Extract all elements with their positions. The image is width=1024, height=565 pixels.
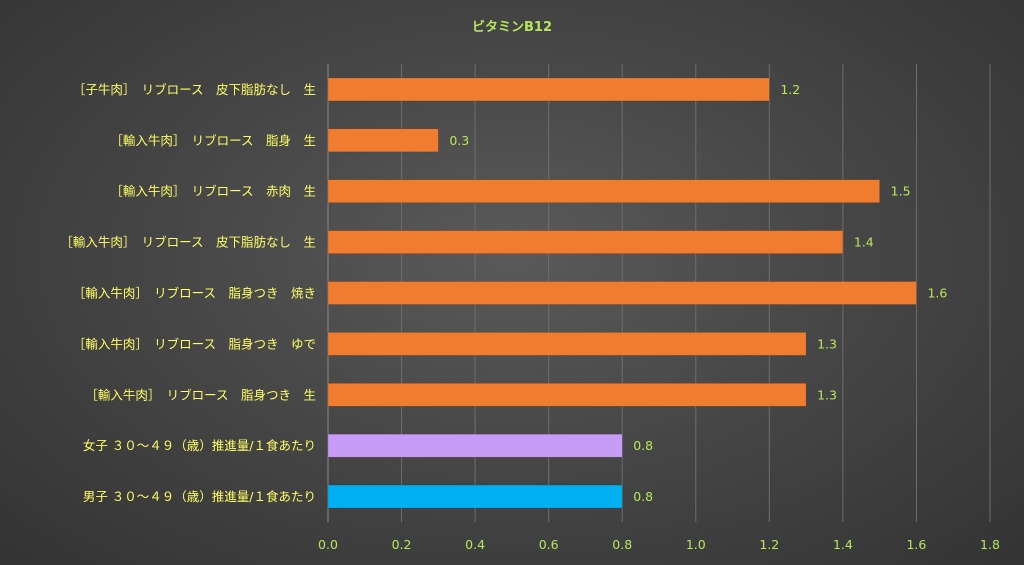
bars [327,77,917,509]
x-tick-label: 0.6 [539,537,559,552]
bar [327,77,770,102]
value-label: 0.8 [633,438,653,453]
value-label: 1.4 [854,235,874,250]
bar [327,332,807,356]
value-label: 1.3 [817,387,837,402]
x-tick-label: 1.8 [980,537,1000,552]
x-tick-label: 0.4 [465,537,485,552]
x-tick-label: 0.2 [392,537,412,552]
value-label: 0.8 [633,489,653,504]
bar [327,281,917,305]
x-tick-label: 1.2 [759,537,779,552]
x-tick-label: 1.0 [686,537,706,552]
category-label: ［輸入牛肉］ リブロース 皮下脂肪なし 生 [60,235,316,250]
category-label: ［輸入牛肉］ リブロース 脂身つき 生 [85,387,316,402]
bar [327,179,880,203]
x-tick-label: 0.0 [318,537,338,552]
category-label: 男子 ３０〜４９（歳）推進量/１食あたり [83,489,316,504]
value-label: 0.3 [449,133,469,148]
x-tick-label: 0.8 [612,537,632,552]
x-tick-label: 1.4 [833,537,853,552]
bar [327,484,623,509]
category-label: ［輸入牛肉］ リブロース 脂身 生 [110,133,316,148]
category-label: 女子 ３０〜４９（歳）推進量/１食あたり [83,438,316,453]
bar [327,383,807,407]
bar [327,433,623,458]
x-tick-label: 1.6 [906,537,926,552]
bar [327,128,439,153]
value-label: 1.5 [891,184,911,199]
category-label: ［輸入牛肉］ リブロース 脂身つき ゆで [73,336,316,351]
labels: 0.0 0.2 0.4 0.6 0.8 1.0 1.2 1.4 1.6 1.8 ［子牛肉］ リブロー… [60,82,1000,552]
category-label: ［輸入牛肉］ リブロース 脂身つき 焼き [73,286,316,301]
category-label: ［子牛肉］ リブロース 皮下脂肪なし 生 [73,82,316,97]
value-label: 1.6 [927,286,947,301]
value-label: 1.2 [780,82,800,97]
value-label: 1.3 [817,336,837,351]
category-label: ［輸入牛肉］ リブロース 赤肉 生 [110,184,316,199]
bar [327,230,844,254]
chart-title: ビタミンB12 [472,19,552,35]
